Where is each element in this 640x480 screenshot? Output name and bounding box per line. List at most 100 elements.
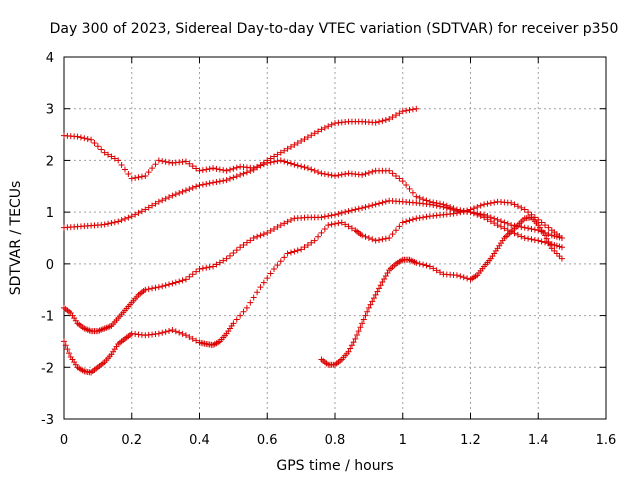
data-point-marker [386, 235, 393, 241]
data-point-marker [247, 299, 254, 306]
data-point-marker [325, 222, 332, 229]
data-point-marker [347, 345, 354, 352]
data-point-marker [84, 135, 91, 142]
data-point-marker [413, 259, 420, 266]
data-point-marker [386, 167, 393, 174]
data-point-marker [382, 235, 389, 242]
data-point-marker [115, 218, 122, 225]
data-point-marker [287, 217, 294, 224]
x-tick-label: 0.4 [189, 433, 210, 448]
data-point-marker [203, 180, 210, 187]
data-point-marker [216, 166, 223, 173]
data-point-marker [321, 171, 328, 178]
data-point-marker [166, 194, 173, 201]
data-point-marker [182, 276, 189, 283]
data-point-marker [352, 206, 359, 213]
data-point-marker [128, 213, 135, 220]
data-point-marker [321, 225, 328, 232]
data-point-marker [257, 162, 264, 169]
x-tick-label: 1.6 [596, 433, 617, 448]
data-point-marker [193, 268, 200, 275]
data-point-marker [342, 171, 349, 178]
y-tick-label: 2 [46, 154, 54, 169]
data-point-marker [91, 139, 98, 146]
data-point-marker [230, 320, 237, 327]
data-point-marker [142, 286, 149, 293]
data-point-marker [511, 201, 518, 208]
x-tick-label: 1.2 [460, 433, 481, 448]
x-axis-tick-labels: 0 0.2 0.4 0.6 0.8 1 1.2 1.4 1.6 [60, 433, 616, 448]
y-tick-label: -3 [41, 413, 54, 428]
data-point-marker [362, 170, 369, 177]
data-point-marker [250, 235, 257, 241]
data-point-marker [138, 173, 145, 180]
data-point-marker [342, 221, 349, 228]
data-point-marker [484, 216, 491, 223]
data-point-marker [166, 281, 173, 288]
data-point-marker [543, 235, 550, 242]
data-point-marker [345, 223, 352, 230]
data-point-marker [325, 123, 332, 130]
data-point-marker [172, 279, 179, 286]
data-point-marker [172, 191, 179, 198]
data-point-marker [521, 224, 528, 231]
data-point-marker [254, 164, 261, 171]
data-point-marker [379, 117, 386, 124]
data-point-marker [376, 236, 383, 243]
data-point-marker [474, 211, 481, 218]
data-point-marker [325, 213, 332, 220]
data-point-marker [169, 327, 176, 334]
data-point-marker [474, 203, 481, 210]
data-point-marker [399, 178, 406, 185]
data-point-marker [399, 108, 406, 115]
axis-ticks [63, 56, 607, 420]
data-point-marker [386, 116, 393, 123]
data-point-marker [206, 165, 213, 172]
data-point-marker [101, 149, 108, 156]
data-point-marker [284, 159, 291, 166]
data-point-marker [457, 273, 464, 280]
data-point-marker [335, 172, 342, 179]
data-point-marker [409, 106, 416, 113]
data-point-marker [176, 329, 183, 336]
data-point-marker [426, 263, 433, 270]
data-point-marker [199, 181, 206, 188]
data-point-marker [365, 304, 372, 311]
data-point-marker [365, 235, 372, 241]
data-point-marker [514, 203, 521, 210]
data-point-marker [226, 166, 233, 173]
data-point-marker [392, 112, 399, 119]
data-point-marker [538, 219, 545, 226]
data-point-marker [294, 247, 301, 254]
data-point-marker [460, 208, 467, 215]
data-point-marker [332, 172, 338, 179]
data-point-marker [210, 165, 217, 172]
data-point-marker [497, 218, 504, 225]
data-point-marker [98, 146, 105, 153]
data-point-marker [321, 213, 328, 220]
data-point-marker [149, 285, 156, 292]
data-point-marker [426, 201, 433, 208]
data-point-marker [365, 203, 372, 210]
data-point-marker [233, 164, 240, 171]
data-point-marker [223, 255, 230, 262]
data-point-marker [508, 222, 515, 229]
data-point-marker [169, 280, 176, 287]
data-point-marker [362, 233, 369, 240]
data-point-marker [155, 198, 162, 205]
x-tick-label: 0.2 [121, 433, 142, 448]
data-point-marker [359, 171, 366, 178]
data-point-marker [542, 232, 549, 239]
data-point-marker [403, 181, 410, 188]
x-tick-label: 0.6 [257, 433, 278, 448]
data-point-marker [213, 179, 220, 186]
data-point-marker [481, 214, 488, 221]
y-tick-label: -2 [41, 361, 54, 376]
y-tick-label: 0 [46, 258, 54, 273]
data-point-marker [169, 192, 176, 199]
data-point-marker [250, 166, 257, 173]
data-point-marker [531, 226, 538, 233]
data-point-marker [376, 118, 383, 125]
data-point-marker [535, 237, 542, 244]
